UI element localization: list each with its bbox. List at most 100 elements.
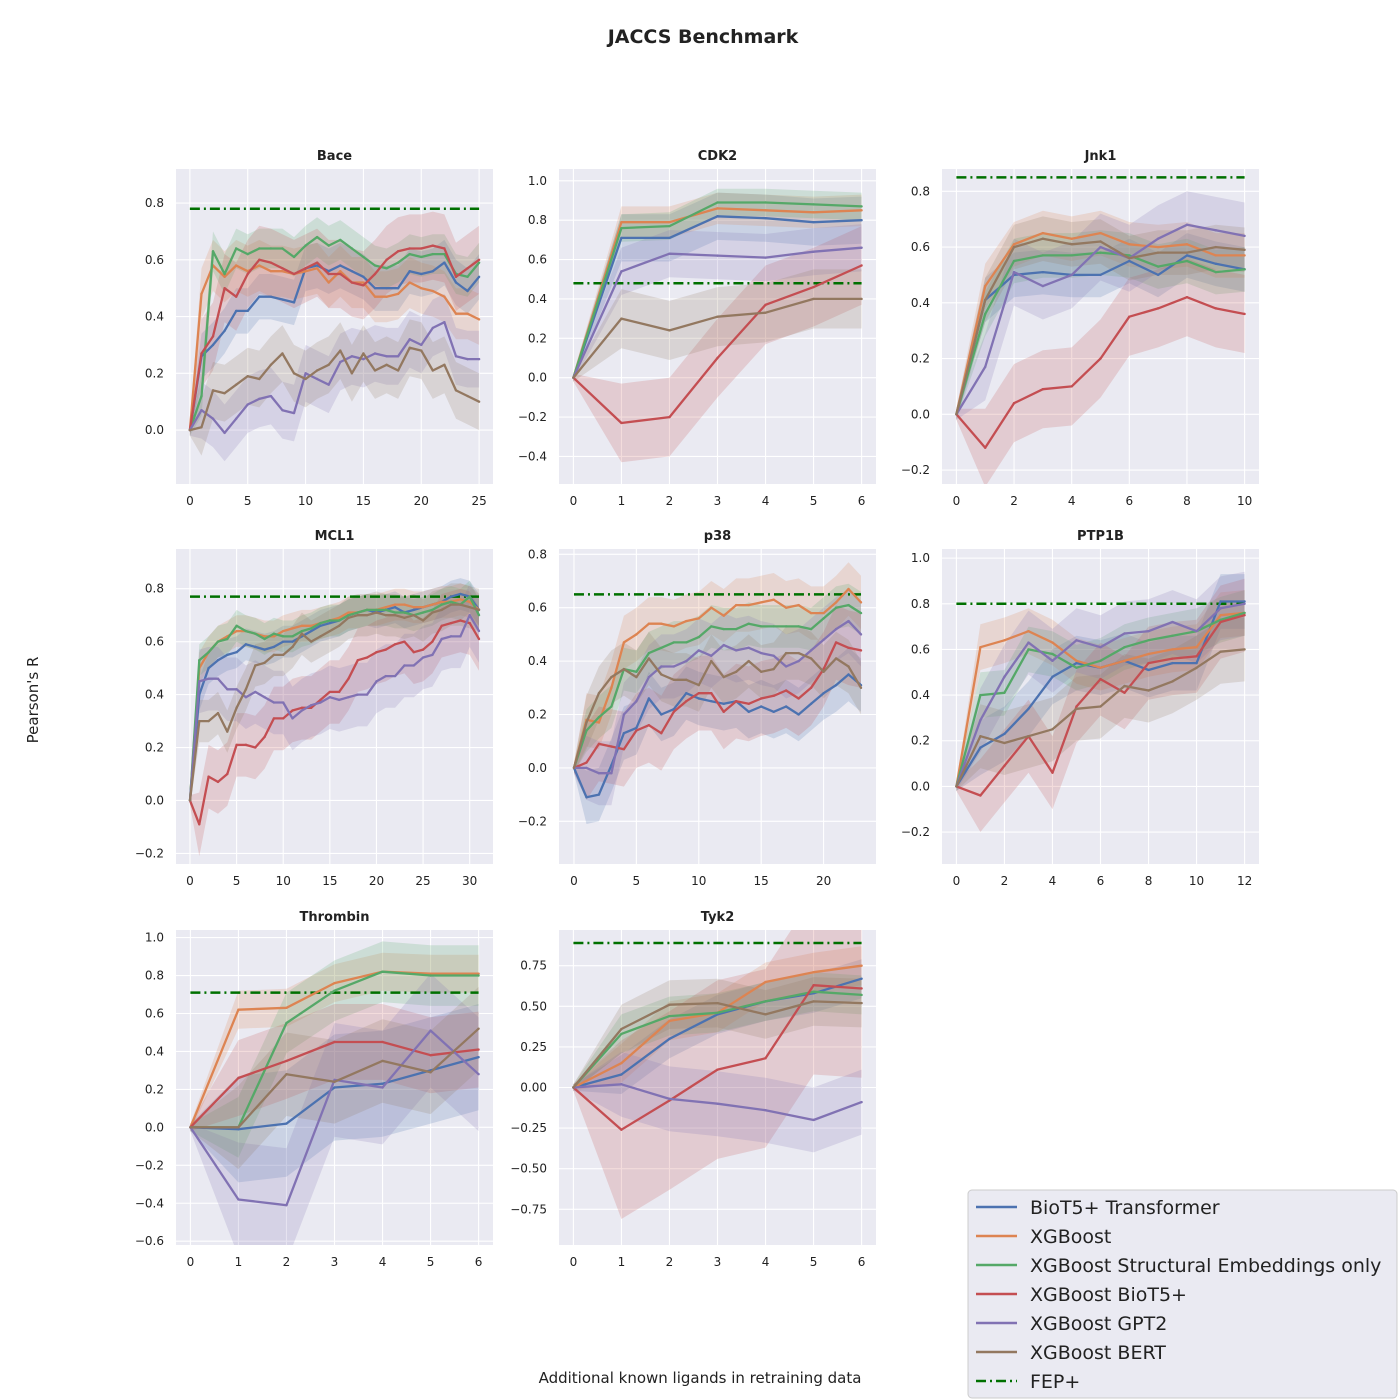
point-xgboost-biot5 bbox=[812, 285, 815, 289]
plot-series-group bbox=[572, 562, 863, 824]
point-biot5-transformer bbox=[281, 298, 284, 301]
point-xgboost-structural-embeddings-only bbox=[834, 606, 838, 609]
point-biot5-transformer bbox=[477, 1055, 480, 1059]
point-xgboost-structural-embeddings-only bbox=[620, 226, 623, 230]
point-xgboost-gpt2 bbox=[198, 680, 201, 683]
point-biot5-transformer bbox=[234, 309, 238, 313]
point-xgboost bbox=[477, 972, 480, 975]
point-xgboost bbox=[309, 624, 313, 627]
point-xgboost-structural-embeddings-only bbox=[597, 715, 601, 719]
point-xgboost-biot5 bbox=[291, 709, 294, 712]
y-tick-label: 0.0 bbox=[528, 761, 547, 775]
point-xgboost-bert bbox=[620, 1027, 623, 1031]
subplot-ptp1b: 0 2 4 6 8 10 12 −0.2 0.0 0.2 0.4 0.6 0.8 1.0 PTP1B bbox=[901, 529, 1259, 888]
point-xgboost-structural-embeddings-only bbox=[403, 611, 406, 614]
point-biot5-transformer bbox=[660, 713, 663, 716]
point-xgboost bbox=[660, 622, 663, 625]
point-xgboost-gpt2 bbox=[350, 355, 354, 358]
point-xgboost bbox=[385, 295, 388, 298]
point-xgboost-structural-embeddings-only bbox=[408, 252, 411, 256]
point-biot5-transformer bbox=[466, 289, 469, 293]
point-xgboost bbox=[1147, 652, 1150, 656]
plot-series-group bbox=[572, 930, 863, 1219]
point-xgboost-structural-embeddings-only bbox=[315, 235, 319, 239]
point-xgboost-biot5 bbox=[1123, 691, 1126, 695]
plot-series-group bbox=[955, 571, 1246, 832]
point-xgboost-bert bbox=[246, 374, 249, 378]
point-xgboost bbox=[347, 611, 350, 614]
point-xgboost bbox=[1051, 641, 1054, 644]
point-xgboost-biot5 bbox=[304, 267, 307, 270]
point-xgboost-biot5 bbox=[759, 697, 763, 700]
point-biot5-transformer bbox=[339, 264, 342, 267]
point-xgboost-biot5 bbox=[246, 272, 249, 276]
point-xgboost-bert bbox=[431, 369, 435, 372]
point-xgboost-structural-embeddings-only bbox=[747, 622, 750, 625]
point-xgboost-biot5 bbox=[834, 641, 838, 644]
point-xgboost-biot5 bbox=[207, 775, 210, 778]
point-xgboost-structural-embeddings-only bbox=[393, 611, 397, 614]
point-xgboost-bert bbox=[772, 667, 775, 671]
point-xgboost-gpt2 bbox=[660, 665, 663, 668]
point-xgboost bbox=[847, 587, 850, 591]
point-xgboost-bert bbox=[207, 719, 210, 723]
point-xgboost-gpt2 bbox=[254, 690, 257, 694]
point-xgboost-biot5 bbox=[466, 267, 469, 270]
y-tick-label: 0.4 bbox=[528, 292, 547, 306]
point-xgboost-biot5 bbox=[381, 1040, 384, 1044]
plot-series-group bbox=[188, 207, 481, 462]
y-tick-label: 0.6 bbox=[911, 642, 930, 656]
subplot-title: Bace bbox=[317, 149, 352, 164]
point-xgboost-structural-embeddings-only bbox=[1185, 259, 1189, 263]
point-xgboost bbox=[710, 606, 713, 609]
point-xgboost-gpt2 bbox=[234, 417, 238, 420]
point-xgboost-gpt2 bbox=[269, 394, 273, 398]
x-tick-label: 5 bbox=[633, 874, 641, 888]
point-xgboost-biot5 bbox=[403, 640, 406, 643]
point-xgboost-bert bbox=[1128, 257, 1131, 260]
band-xgboost-structural-embeddings-only bbox=[573, 972, 862, 1091]
y-tick-label: 1.0 bbox=[528, 174, 547, 188]
point-xgboost-bert bbox=[477, 400, 481, 403]
point-xgboost-structural-embeddings-only bbox=[647, 651, 651, 655]
point-biot5-transformer bbox=[309, 629, 313, 633]
point-xgboost-structural-embeddings-only bbox=[429, 974, 432, 977]
point-xgboost-structural-embeddings-only bbox=[812, 203, 815, 206]
x-tick-label: 25 bbox=[471, 494, 486, 508]
point-xgboost-gpt2 bbox=[216, 677, 220, 680]
point-xgboost-structural-embeddings-only bbox=[1243, 268, 1246, 271]
point-xgboost-gpt2 bbox=[1243, 234, 1246, 238]
point-xgboost-bert bbox=[327, 363, 330, 367]
line-xgboost-bert bbox=[189, 346, 480, 432]
point-xgboost-biot5 bbox=[356, 658, 360, 662]
point-xgboost-structural-embeddings-only bbox=[1147, 639, 1150, 642]
subplot-title: p38 bbox=[704, 529, 731, 544]
point-biot5-transformer bbox=[246, 309, 249, 313]
point-xgboost-gpt2 bbox=[281, 409, 284, 412]
legend-item-xgboost-bert: XGBoost BERT bbox=[976, 1342, 1166, 1364]
point-xgboost-gpt2 bbox=[263, 696, 266, 699]
y-tick-label: −0.2 bbox=[901, 825, 930, 839]
y-tick-label: 0.2 bbox=[528, 708, 547, 722]
point-xgboost-bert bbox=[955, 413, 958, 416]
point-xgboost-biot5 bbox=[396, 250, 400, 253]
point-xgboost-gpt2 bbox=[315, 377, 319, 381]
point-xgboost bbox=[333, 981, 336, 985]
point-xgboost-gpt2 bbox=[396, 355, 400, 358]
point-xgboost-structural-embeddings-only bbox=[477, 974, 480, 977]
point-xgboost-gpt2 bbox=[327, 383, 330, 386]
point-xgboost-biot5 bbox=[1075, 705, 1078, 708]
point-xgboost-bert bbox=[200, 426, 203, 429]
point-xgboost-bert bbox=[429, 1071, 432, 1074]
point-xgboost-biot5 bbox=[347, 677, 350, 680]
point-xgboost bbox=[200, 292, 203, 296]
y-tick-label: −0.2 bbox=[135, 1158, 164, 1172]
y-tick-label: 0.0 bbox=[911, 407, 930, 421]
y-tick-label: 0.6 bbox=[145, 1006, 164, 1020]
point-xgboost-bert bbox=[647, 657, 651, 660]
point-xgboost-structural-embeddings-only bbox=[223, 272, 226, 276]
point-biot5-transformer bbox=[291, 640, 294, 643]
point-xgboost bbox=[1219, 613, 1222, 617]
point-xgboost-structural-embeddings-only bbox=[635, 670, 638, 673]
